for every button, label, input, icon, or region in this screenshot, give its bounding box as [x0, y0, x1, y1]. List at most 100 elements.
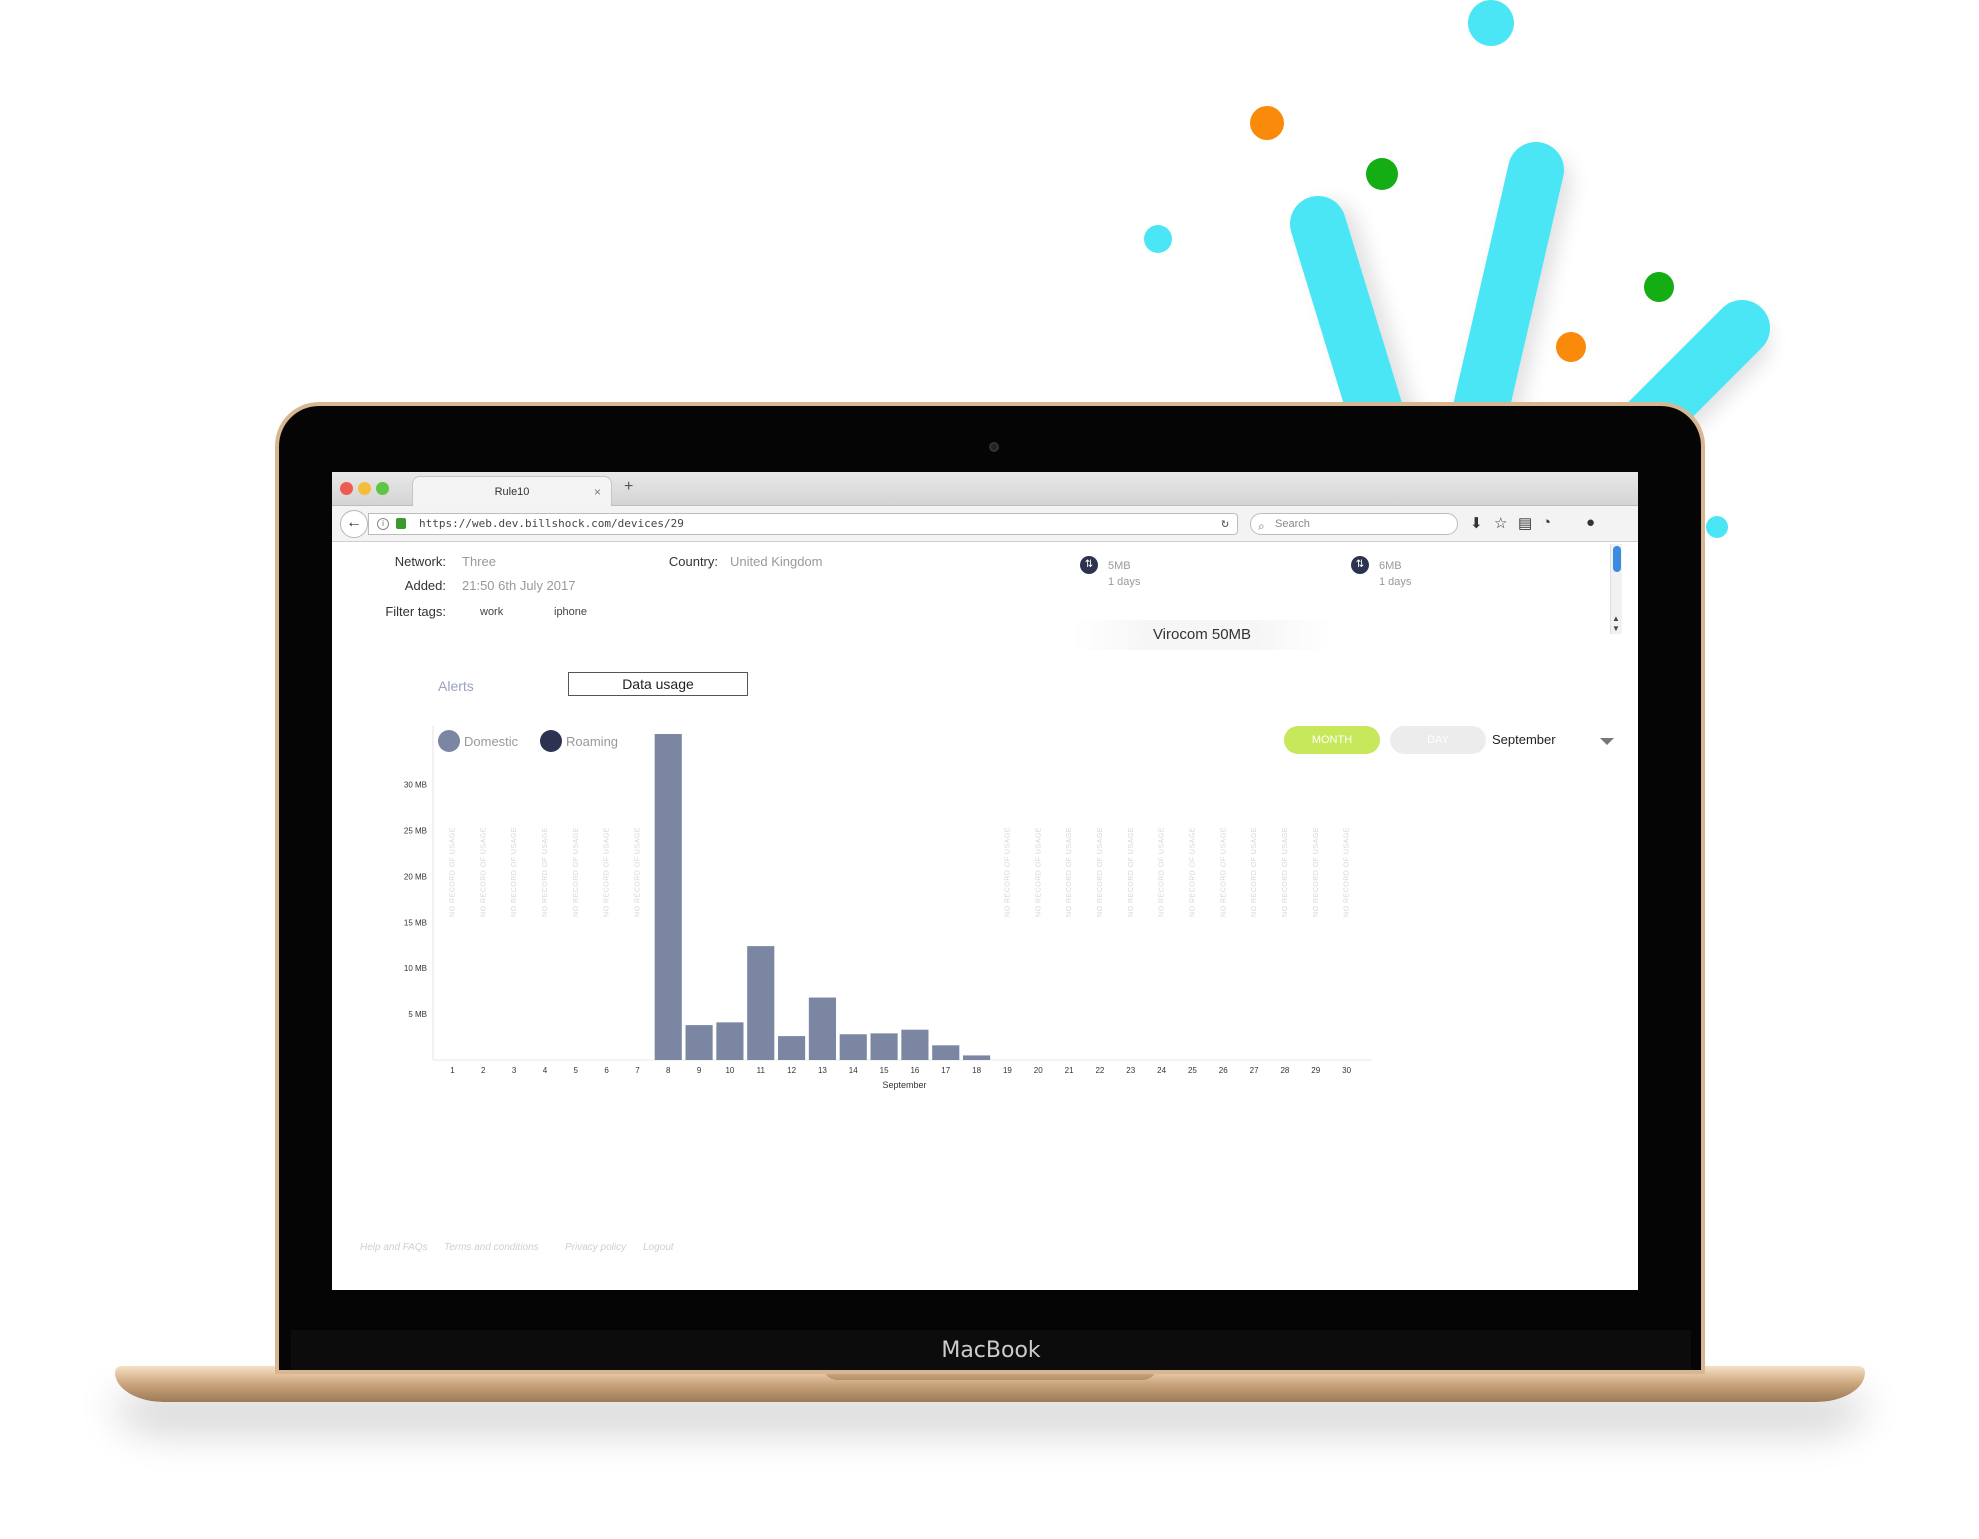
x-tick-label: 11 [757, 1066, 766, 1075]
usage-bar [932, 1045, 960, 1060]
confetti-dot [1468, 0, 1514, 46]
search-placeholder: Search [1275, 518, 1310, 530]
x-tick-label: 17 [941, 1066, 950, 1075]
minimize-window-button[interactable] [358, 482, 371, 495]
plan-size: 5MB [1108, 560, 1131, 572]
no-record-label: NO RECORD OF USAGE [1220, 827, 1227, 917]
footer-help-link[interactable]: Help and FAQs [360, 1242, 428, 1253]
x-tick-label: 19 [1003, 1066, 1012, 1075]
tab-alerts[interactable]: Alerts [438, 678, 474, 694]
footer-privacy-link[interactable]: Privacy policy [565, 1242, 627, 1253]
browser-window: Rule10 × + ← i https://web.dev.billshock… [332, 472, 1638, 1290]
x-tick-label: 23 [1126, 1066, 1135, 1075]
legend-roaming-swatch [540, 730, 562, 752]
y-tick-label: 15 MB [404, 918, 427, 927]
browser-tab[interactable]: Rule10 × [412, 476, 612, 506]
x-tick-label: 28 [1280, 1066, 1289, 1075]
confetti-stick [1447, 136, 1570, 442]
back-arrow-icon[interactable]: ← [340, 510, 368, 538]
info-icon[interactable]: i [377, 518, 389, 530]
x-tick-label: 15 [880, 1066, 889, 1075]
maximize-window-button[interactable] [376, 482, 389, 495]
bookmark-star-icon[interactable]: ☆ [1494, 515, 1508, 532]
x-tick-label: 1 [450, 1066, 455, 1075]
footer-logout-link[interactable]: Logout [643, 1242, 674, 1253]
country-label: Country: [668, 554, 718, 569]
x-tick-label: 21 [1065, 1066, 1074, 1075]
new-tab-button[interactable]: + [624, 478, 634, 495]
y-tick-label: 25 MB [404, 826, 427, 835]
x-tick-label: 8 [666, 1066, 671, 1075]
country-value: United Kingdom [730, 554, 823, 569]
x-tick-label: 20 [1034, 1066, 1043, 1075]
scroll-down-arrow[interactable]: ▼ [1612, 624, 1620, 633]
extension-icon[interactable]: ● [1586, 514, 1596, 531]
no-record-label: NO RECORD OF USAGE [1128, 827, 1135, 917]
x-tick-label: 29 [1311, 1066, 1320, 1075]
no-record-label: NO RECORD OF USAGE [511, 827, 518, 917]
close-window-button[interactable] [340, 482, 353, 495]
footer-terms-link[interactable]: Terms and conditions [444, 1242, 539, 1253]
download-icon[interactable]: ⬇ [1470, 515, 1483, 532]
no-record-label: NO RECORD OF USAGE [1313, 827, 1320, 917]
y-tick-label: 20 MB [404, 872, 427, 881]
url-text: https://web.dev.billshock.com/devices/29 [419, 517, 684, 530]
tab-data-usage[interactable]: Data usage [568, 672, 748, 696]
camera-icon [989, 442, 999, 452]
page-scrollbar[interactable]: ▲ ▼ [1610, 544, 1622, 634]
tab-title: Rule10 [494, 486, 530, 498]
filter-tag[interactable]: work [480, 606, 504, 618]
no-record-label: NO RECORD OF USAGE [1004, 827, 1011, 917]
usage-bar [901, 1029, 929, 1060]
x-tick-label: 9 [697, 1066, 702, 1075]
usage-bar [808, 997, 836, 1060]
nav-toolbar: ← i https://web.dev.billshock.com/device… [332, 506, 1638, 542]
no-record-label: NO RECORD OF USAGE [1251, 827, 1258, 917]
legend-roaming-label: Roaming [566, 734, 619, 749]
confetti-dot [1644, 272, 1674, 302]
added-value: 21:50 6th July 2017 [462, 578, 576, 593]
month-select[interactable]: September [1492, 732, 1556, 747]
confetti-dot [1706, 516, 1728, 538]
scroll-up-arrow[interactable]: ▲ [1612, 614, 1620, 623]
plan-days: 1 days [1108, 576, 1141, 588]
confetti-dot [1144, 225, 1172, 253]
month-toggle-button[interactable]: MONTH [1284, 726, 1380, 754]
url-input[interactable]: i https://web.dev.billshock.com/devices/… [368, 513, 1238, 535]
confetti-dot [1556, 332, 1586, 362]
scrollbar-thumb[interactable] [1613, 546, 1621, 572]
x-tick-label: 14 [849, 1066, 858, 1075]
no-record-label: NO RECORD OF USAGE [573, 827, 580, 917]
reload-icon[interactable]: ↻ [1221, 516, 1229, 531]
x-tick-label: 6 [604, 1066, 609, 1075]
network-label: Network: [394, 554, 446, 569]
usage-bar [685, 1025, 713, 1060]
x-tick-label: 2 [481, 1066, 486, 1075]
plan-usage-icon: ⇅ [1080, 556, 1098, 574]
x-tick-label: 26 [1219, 1066, 1228, 1075]
y-tick-label: 10 MB [404, 964, 427, 973]
usage-bar [778, 1036, 806, 1060]
no-record-label: NO RECORD OF USAGE [542, 827, 549, 917]
plan-days: 1 days [1379, 576, 1412, 588]
x-axis-title: September [882, 1080, 926, 1090]
no-record-label: NO RECORD OF USAGE [449, 827, 456, 917]
plan-name[interactable]: Virocom 50MB [1072, 620, 1332, 650]
day-toggle-button[interactable]: DAY [1390, 726, 1486, 754]
confetti-dot [1366, 158, 1398, 190]
legend-domestic-swatch [438, 730, 460, 752]
y-tick-label: 30 MB [404, 781, 427, 790]
no-record-label: NO RECORD OF USAGE [1344, 827, 1351, 917]
search-input[interactable]: ⌕ Search [1250, 513, 1458, 535]
filter-tag[interactable]: iphone [554, 606, 588, 618]
filter-tags-label: Filter tags: [385, 604, 446, 619]
reading-list-icon[interactable]: ▤ [1518, 515, 1533, 532]
tab-close-icon[interactable]: × [593, 485, 601, 499]
pocket-icon[interactable]: ◔ [1542, 514, 1552, 531]
no-record-label: NO RECORD OF USAGE [1159, 827, 1166, 917]
x-tick-label: 13 [818, 1066, 827, 1075]
network-value: Three [462, 554, 496, 569]
chevron-down-icon[interactable] [1600, 738, 1614, 745]
x-tick-label: 3 [512, 1066, 517, 1075]
x-tick-label: 25 [1188, 1066, 1197, 1075]
